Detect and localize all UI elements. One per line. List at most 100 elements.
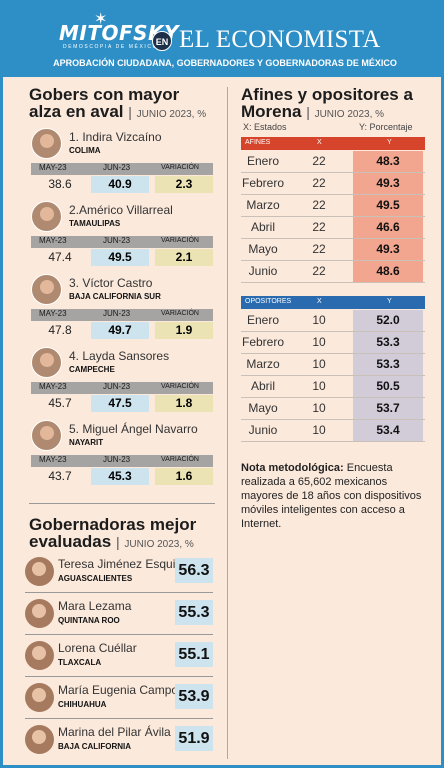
column-header-row: MAY-23 JUN-23 VARIACIÓN [31,163,213,175]
percent-cell: 52.0 [353,310,423,331]
month-cell: Mayo [248,242,278,256]
col-jun: JUN-23 [103,309,131,318]
col-var: VARIACIÓN [161,383,199,390]
states-cell: 10 [312,335,326,349]
month-cell: Febrero [241,335,285,349]
percent-cell: 46.6 [353,217,423,238]
percent-cell: 53.3 [353,354,423,375]
approval-score: 55.3 [175,600,213,625]
afines-table-row: Junio 22 48.6 [241,261,425,283]
approval-score: 53.9 [175,684,213,709]
afines-table-row: Abril 22 46.6 [241,217,425,239]
col-jun: JUN-23 [103,236,131,245]
y-column-label: Y [387,139,392,146]
governor-name: Teresa Jiménez Esquivel [58,557,191,571]
value-jun: 49.7 [91,322,149,339]
governor-name: Marina del Pilar Ávila [58,725,171,739]
value-variation: 1.8 [155,395,213,412]
governor-photo [25,599,54,628]
women-title: Gobernadoras mejor evaluadas | JUNIO 202… [29,515,197,551]
governor-card: 4. Layda Sansores CAMPECHE MAY-23 JUN-23 VAR… [31,347,216,415]
approval-score: 55.1 [175,642,213,667]
column-header-row: MAY-23 JUN-23 VARIACIÓN [31,236,213,248]
percent-cell: 49.3 [353,173,423,194]
percent-cell: 53.7 [353,398,423,419]
governor-name: María Eugenia Campos [58,683,185,697]
governor-state: COLIMA [69,146,101,155]
governor-photo [31,274,62,305]
month-cell: Marzo [246,198,280,212]
percent-cell: 48.6 [353,261,423,282]
percent-cell: 50.5 [353,376,423,397]
col-var: VARIACIÓN [161,237,199,244]
column-header-row: MAY-23 JUN-23 VARIACIÓN [31,455,213,467]
percent-cell: 49.3 [353,239,423,260]
states-cell: 10 [312,357,326,371]
governor-photo [25,557,54,586]
header-banner: ✶ MITOFSKY DEMOSCOPIA DE MÉXICO EN EL EC… [3,3,441,77]
month-cell: Enero [246,154,280,168]
states-cell: 22 [312,220,326,234]
states-cell: 22 [312,176,326,190]
value-jun: 47.5 [91,395,149,412]
governor-state: TAMAULIPAS [69,219,121,228]
row-divider [25,592,213,593]
month-cell: Abril [250,379,275,393]
value-may: 47.4 [48,250,72,264]
afines-table-header: AFINES X Y [241,137,425,150]
governor-name: Lorena Cuéllar [58,641,137,655]
col-may: MAY-23 [39,455,67,464]
governor-photo [25,641,54,670]
governor-state: QUINTANA ROO [58,616,120,625]
col-jun: JUN-23 [103,163,131,172]
percent-cell: 49.5 [353,195,423,216]
value-may: 45.7 [48,396,72,410]
month-cell: Mayo [248,401,278,415]
governor-photo [25,683,54,712]
governor-photo [31,347,62,378]
section-divider [29,503,215,504]
governor-row: María Eugenia Campos CHIHUAHUA 53.9 [25,681,213,715]
value-variation: 1.9 [155,322,213,339]
value-variation: 1.6 [155,468,213,485]
month-cell: Enero [246,313,280,327]
x-legend: X: Estados [243,122,287,132]
value-jun: 40.9 [91,176,149,193]
governor-state: TLAXCALA [58,658,102,667]
month-cell: Marzo [246,357,280,371]
governor-state: AGUASCALIENTES [58,574,133,583]
states-cell: 10 [312,423,326,437]
governor-photo [25,725,54,754]
governor-photo [31,420,62,451]
month-cell: Febrero [241,176,285,190]
governor-state: CAMPECHE [69,365,115,374]
governor-name: 1. Indira Vizcaíno [69,130,162,144]
governor-state: BAJA CALIFORNIA [58,742,132,751]
newspaper-name: EL ECONOMISTA [179,26,381,53]
governor-row: Marina del Pilar Ávila BAJA CALIFORNIA 51.… [25,723,213,757]
col-var: VARIACIÓN [161,164,199,171]
governor-card: 3. Víctor Castro BAJA CALIFORNIA SUR MAY-2… [31,274,216,342]
y-column-label: Y [387,298,392,305]
states-cell: 22 [312,242,326,256]
states-cell: 22 [312,264,326,278]
column-header-row: MAY-23 JUN-23 VARIACIÓN [31,309,213,321]
governor-state: CHIHUAHUA [58,700,107,709]
group-label: OPOSITORES [245,298,292,305]
governor-card: 5. Miguel Ángel Navarro NAYARIT MAY-23 JUN-… [31,420,216,488]
value-may: 43.7 [48,469,72,483]
row-divider [25,634,213,635]
connector-badge: EN [152,31,172,51]
header-subtitle: APROBACIÓN CIUDADANA, GOBERNADORES Y GOB… [53,58,397,68]
governor-card: 1. Indira Vizcaíno COLIMA MAY-23 JUN-23 VARI… [31,128,216,196]
top-gobers-title: Gobers con mayor alza en aval | JUNIO 20… [29,85,207,121]
row-divider [25,718,213,719]
value-jun: 45.3 [91,468,149,485]
states-cell: 10 [312,401,326,415]
col-may: MAY-23 [39,382,67,391]
opositores-table-row: Marzo 10 53.3 [241,354,425,376]
governor-name: 5. Miguel Ángel Navarro [69,422,198,436]
approval-score: 56.3 [175,558,213,583]
col-var: VARIACIÓN [161,310,199,317]
col-may: MAY-23 [39,309,67,318]
